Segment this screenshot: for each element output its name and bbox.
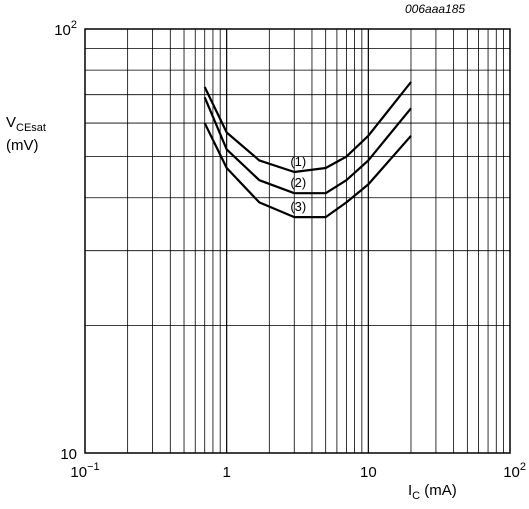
x-tick-label: 10 — [360, 464, 377, 481]
x-tick-label: 1 — [222, 464, 230, 481]
curve-label-3: (3) — [290, 199, 306, 214]
series-curve-3 — [203, 122, 412, 219]
y-tick-label: 102 — [54, 19, 77, 39]
tick-labels: 10−1 1 10 102 10 102 — [54, 19, 526, 481]
y-axis-label: VCEsat (mV) — [6, 112, 46, 157]
x-tick-label: 10−1 — [70, 461, 99, 481]
y-tick-label: 10 — [60, 446, 77, 463]
x-axis-unit: (mA) — [424, 482, 457, 499]
curve-label-1: (1) — [290, 154, 306, 169]
grid — [85, 29, 510, 453]
y-axis-subscript: CEsat — [16, 122, 46, 134]
y-axis-symbol: V — [6, 114, 17, 131]
x-axis-label: IC (mA) — [408, 482, 457, 502]
series-curve-1 — [203, 81, 412, 174]
x-tick-label: 102 — [503, 461, 526, 481]
plot-frame — [84, 28, 511, 454]
series-curves — [203, 81, 412, 219]
series-curve-2 — [203, 96, 412, 195]
curve-labels: (1) (2) (3) — [290, 154, 306, 214]
x-axis-subscript: C — [412, 490, 421, 502]
figure-id: 006aaa185 — [405, 2, 466, 16]
y-axis-unit: (mV) — [6, 137, 39, 154]
curve-label-2: (2) — [290, 175, 306, 190]
x-axis-symbol: I — [408, 482, 413, 499]
